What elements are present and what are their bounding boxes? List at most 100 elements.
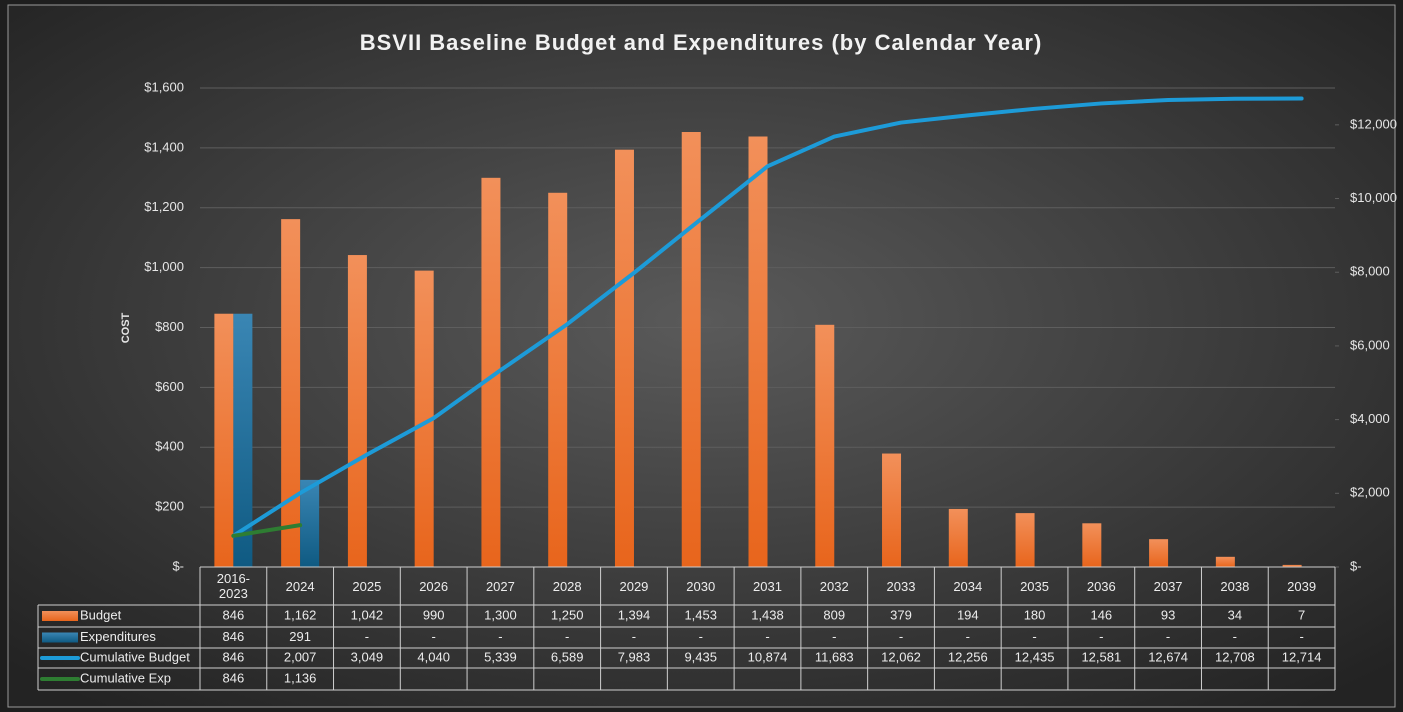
bar — [214, 313, 234, 567]
y2-tick-label: $6,000 — [1350, 337, 1390, 352]
y2-tick-label: $12,000 — [1350, 116, 1397, 131]
table-value: 7,983 — [618, 649, 651, 664]
table-value: - — [899, 629, 903, 644]
x-tick-label: 2028 — [552, 578, 582, 594]
bar — [882, 453, 902, 567]
table-value: 12,256 — [948, 649, 988, 664]
y-tick-label: $800 — [155, 319, 184, 334]
y-tick-label: $1,600 — [144, 79, 184, 94]
table-value: 1,453 — [684, 607, 717, 622]
category-wrap: 2035 — [1001, 567, 1068, 605]
table-value: 10,874 — [748, 649, 788, 664]
x-tick-label: 2035 — [1020, 578, 1049, 594]
legend-key — [42, 611, 78, 621]
table-value: - — [832, 629, 836, 644]
category-cell: 2030 — [667, 567, 734, 605]
category-cell: 2025 — [352, 579, 381, 594]
table-value: 1,042 — [351, 607, 384, 622]
category-cell: 2034 — [953, 579, 982, 594]
category-wrap: 2016-2023 — [200, 567, 267, 605]
table-value: 12,435 — [1015, 649, 1055, 664]
bar — [748, 136, 768, 567]
category-cell: 2037 — [1135, 567, 1202, 605]
table-value: 12,062 — [881, 649, 921, 664]
table-value: 291 — [289, 629, 311, 644]
table-value: 7 — [1298, 607, 1305, 622]
category-wrap: 2033 — [868, 567, 935, 605]
bar — [1015, 513, 1035, 567]
legend-label: Cumulative Budget — [80, 649, 190, 664]
table-value: - — [1032, 629, 1036, 644]
legend-label: Cumulative Exp — [80, 670, 171, 685]
y2-tick-label: $8,000 — [1350, 264, 1390, 279]
table-value: 9,435 — [684, 649, 717, 664]
table-value: 11,683 — [815, 649, 854, 664]
table-value: 1,162 — [284, 607, 317, 622]
x-tick-label: 2016-2023 — [216, 571, 250, 601]
table-value: 146 — [1090, 607, 1112, 622]
table-value: 12,708 — [1215, 649, 1255, 664]
category-wrap: 2037 — [1135, 567, 1202, 605]
bar — [815, 324, 835, 567]
table-value: 809 — [823, 607, 845, 622]
y-tick-label: $200 — [155, 499, 184, 514]
bar — [1215, 556, 1235, 567]
table-value: 846 — [223, 670, 245, 685]
table-value: - — [1166, 629, 1170, 644]
x-tick-label: 2030 — [686, 578, 716, 594]
bar — [1149, 539, 1169, 567]
line-series — [231, 96, 1304, 538]
table-value: 846 — [223, 629, 245, 644]
x-tick-label: 2026 — [419, 578, 449, 594]
table-value: 1,438 — [751, 607, 784, 622]
category-cell: 2036 — [1087, 579, 1116, 594]
y-tick-label: $600 — [155, 379, 184, 394]
category-cell: 2031 — [753, 578, 782, 594]
category-wrap: 2038 — [1201, 567, 1268, 605]
bar — [414, 270, 434, 567]
table-value: 846 — [223, 607, 245, 622]
table-value: 12,674 — [1148, 649, 1188, 664]
table-value: 846 — [223, 649, 245, 664]
y-tick-label: $- — [172, 558, 184, 573]
bar — [1282, 564, 1302, 567]
bar — [681, 132, 701, 567]
category-cell: 2027 — [467, 567, 534, 605]
table-value: 379 — [890, 607, 912, 622]
category-cell: 2024 — [285, 578, 315, 594]
category-cell: 2039 — [1287, 579, 1316, 594]
y2-tick-label: $10,000 — [1350, 190, 1397, 205]
category-wrap: 2027 — [467, 567, 534, 605]
x-tick-label: 2037 — [1153, 578, 1183, 594]
category-cell: 2028 — [534, 567, 601, 605]
category-wrap: 2026 — [400, 567, 467, 605]
chart-title: BSVII Baseline Budget and Expenditures (… — [360, 30, 1043, 55]
table-value: 2,007 — [284, 649, 317, 664]
x-tick-label: 2031 — [753, 578, 782, 594]
y2-tick-label: $- — [1350, 558, 1362, 573]
table-value: - — [498, 629, 502, 644]
table-value: - — [1299, 629, 1303, 644]
category-cell: 2029 — [601, 567, 668, 605]
y-tick-label: $1,000 — [144, 259, 184, 274]
table-value: 3,049 — [351, 649, 384, 664]
category-wrap: 2032 — [801, 567, 868, 605]
table-value: 990 — [423, 607, 445, 622]
x-tick-label: 2033 — [886, 578, 916, 594]
table-value: - — [1233, 629, 1237, 644]
category-wrap: 2030 — [667, 567, 734, 605]
x-tick-label: 2024 — [285, 578, 315, 594]
bar — [548, 192, 568, 567]
category-wrap: 2028 — [534, 567, 601, 605]
y2-tick-label: $2,000 — [1350, 485, 1390, 500]
category-wrap: 2029 — [601, 567, 668, 605]
category-cell: 2016-2023 — [200, 567, 267, 605]
table-value: - — [1099, 629, 1103, 644]
x-tick-label: 2038 — [1220, 578, 1250, 594]
table-value: 93 — [1161, 607, 1175, 622]
table-value: 12,714 — [1282, 649, 1322, 664]
table-value: - — [765, 629, 769, 644]
table-value: 180 — [1024, 607, 1046, 622]
bar — [281, 219, 301, 567]
